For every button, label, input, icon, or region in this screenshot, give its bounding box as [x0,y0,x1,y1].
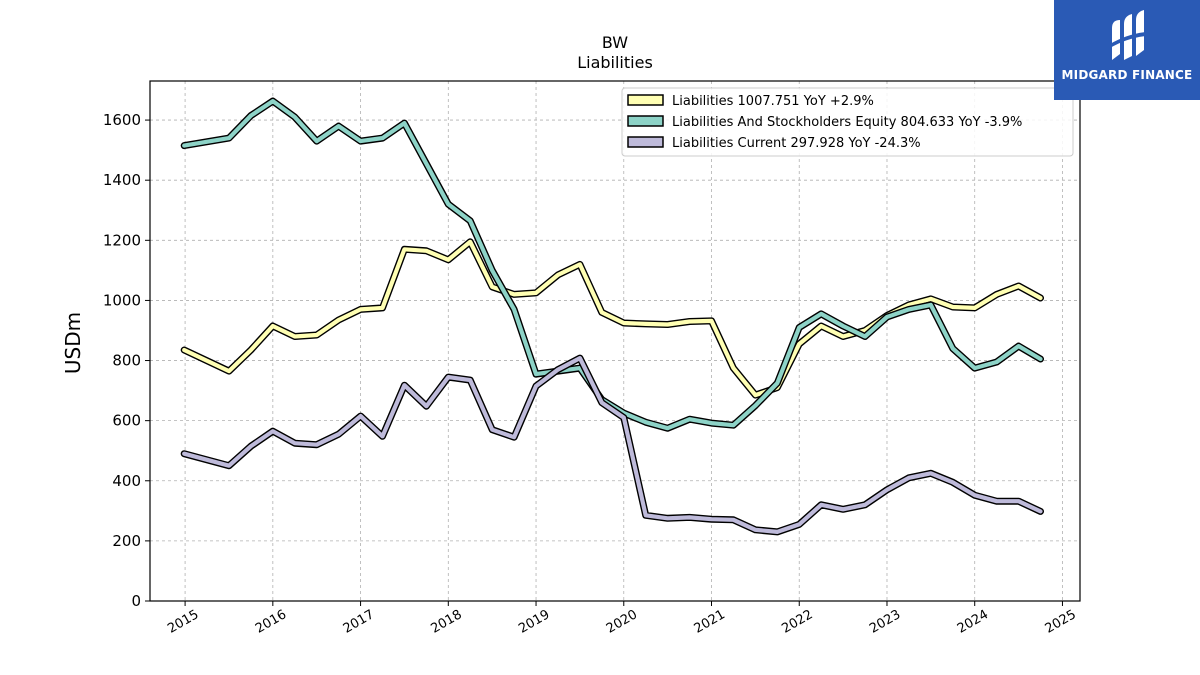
x-tick-label: 2021 [692,607,728,637]
legend-swatch [627,136,664,148]
legend-label: Liabilities And Stockholders Equity 804.… [672,115,1022,130]
y-tick-label: 1400 [103,171,141,189]
y-tick-label: 1600 [103,111,141,129]
y-axis: 0 200 400 600 800 1000 1200 1400 1600 [103,111,150,610]
x-tick-label: 2025 [1043,607,1079,637]
x-tick-label: 2022 [779,607,815,637]
y-tick-label: 1200 [103,231,141,249]
x-tick-label: 2024 [955,607,991,637]
y-axis-label: USDm [61,312,85,374]
series-layer [180,97,1044,536]
series-liabilities-and-stockholders-equity [180,97,1044,432]
series-liabilities [180,238,1044,399]
legend-item: Liabilities 1007.751 YoY +2.9% [627,94,874,109]
y-tick-label: 0 [131,592,141,610]
chart-title: BW [602,33,628,52]
series-line [182,98,1043,431]
x-axis: 2015 2016 2017 2018 2019 2020 2021 2022 2023 2024… [165,601,1079,637]
legend-swatch [627,94,664,106]
x-tick-label: 2016 [253,607,289,637]
chart-subtitle: Liabilities [577,53,653,72]
midgard-finance-logo: MIDGARD FINANCE [1054,0,1200,100]
x-tick-label: 2017 [341,607,377,637]
logo-mark-icon [1110,10,1146,60]
series-liabilities-current [180,354,1044,536]
series-line [182,356,1043,535]
x-tick-label: 2023 [867,607,903,637]
legend-label: Liabilities 1007.751 YoY +2.9% [672,94,874,109]
legend-item: Liabilities Current 297.928 YoY -24.3% [627,136,921,151]
legend-label: Liabilities Current 297.928 YoY -24.3% [672,136,921,151]
x-tick-label: 2018 [428,607,464,637]
y-tick-label: 400 [112,472,141,490]
legend: Liabilities 1007.751 YoY +2.9% Liabilitie… [621,87,1074,157]
y-tick-label: 1000 [103,291,141,309]
legend-swatch [627,115,664,127]
logo-text: MIDGARD FINANCE [1061,68,1193,82]
grid [150,81,1080,602]
y-tick-label: 200 [112,532,141,550]
x-tick-label: 2015 [165,607,201,637]
y-tick-label: 800 [112,352,141,370]
series-line [182,239,1043,398]
x-tick-label: 2019 [516,607,552,637]
x-tick-label: 2020 [604,607,640,637]
plot-frame [149,80,1081,602]
y-tick-label: 600 [112,412,141,430]
legend-item: Liabilities And Stockholders Equity 804.… [627,115,1022,130]
legend-box [621,87,1074,157]
